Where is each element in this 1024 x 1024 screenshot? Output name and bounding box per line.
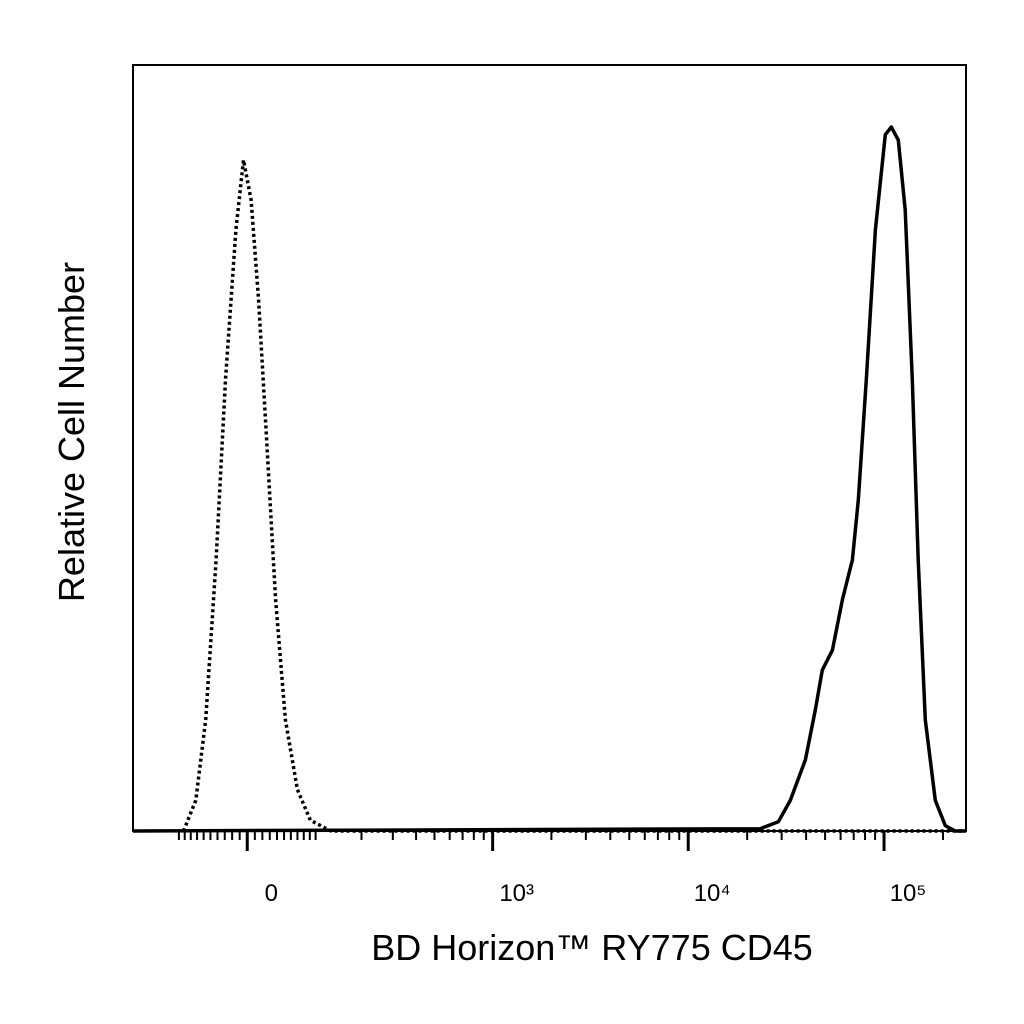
x-tick-label: 10⁵	[890, 880, 927, 907]
x-tick-label: 10⁴	[694, 880, 731, 907]
x-tick-label: 0	[265, 880, 278, 907]
x-tick-label: 10³	[499, 880, 534, 907]
y-axis-label: Relative Cell Number	[51, 262, 92, 602]
histogram-line	[132, 125, 966, 833]
histogram-line	[181, 158, 966, 833]
x-axis-label: BD Horizon™ RY775 CD45	[371, 927, 813, 968]
